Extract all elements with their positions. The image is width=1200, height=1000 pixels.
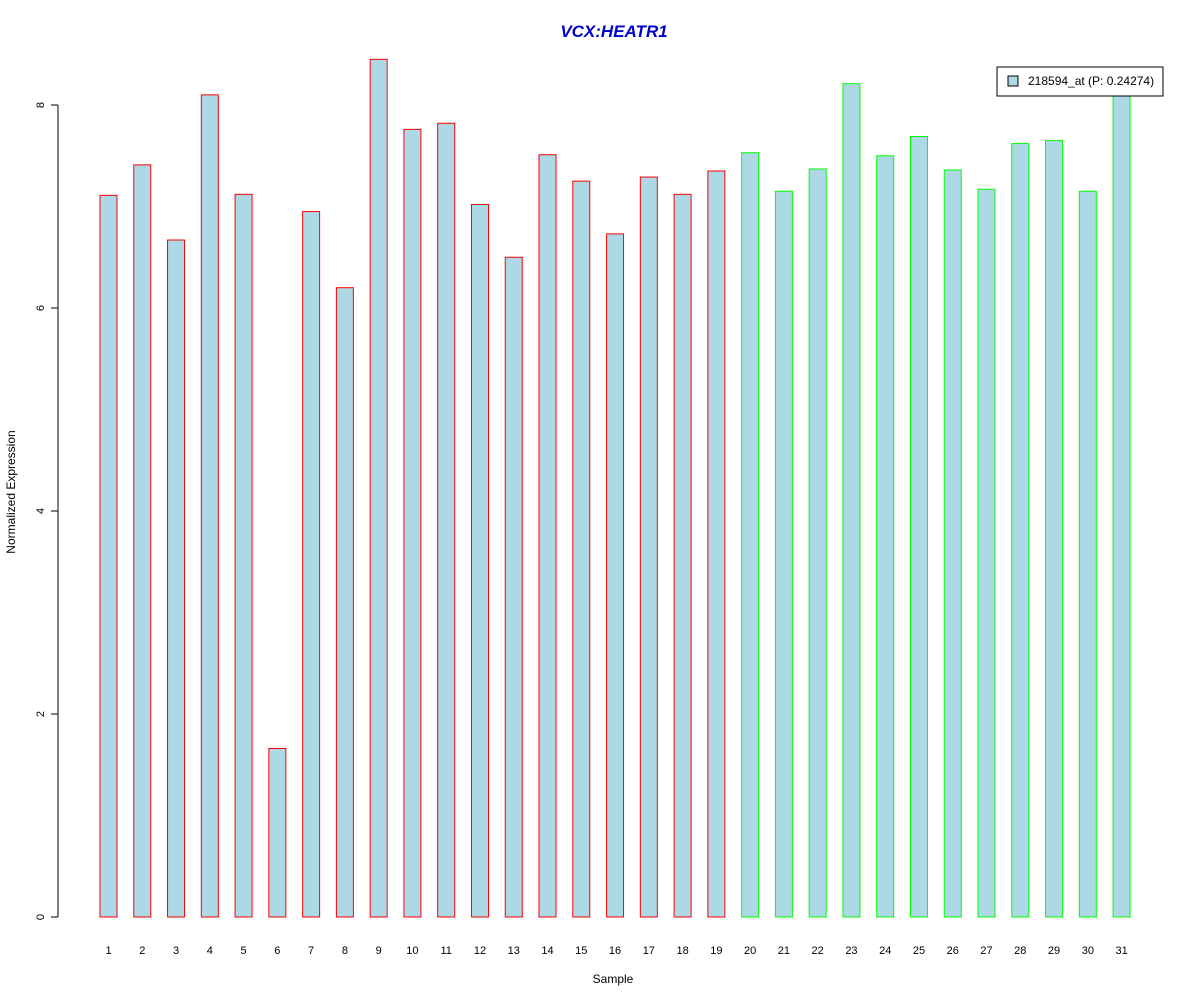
bar-sample-20 xyxy=(741,152,760,918)
x-tick-label: 3 xyxy=(173,945,179,957)
x-tick-label: 22 xyxy=(812,945,824,957)
x-tick-label: 11 xyxy=(440,945,451,957)
x-tick-label: 9 xyxy=(376,945,382,957)
legend-box xyxy=(996,66,1164,97)
x-tick-label: 8 xyxy=(342,945,348,957)
x-tick-label: 30 xyxy=(1082,945,1094,957)
bar-sample-9 xyxy=(369,58,388,918)
bar-sample-15 xyxy=(572,180,591,918)
x-axis-label: Sample xyxy=(593,972,634,986)
x-tick-label: 31 xyxy=(1115,945,1127,957)
x-tick-label: 5 xyxy=(241,945,247,957)
x-tick-label: 12 xyxy=(474,945,486,957)
bar-sample-1 xyxy=(99,194,118,918)
bar-sample-7 xyxy=(302,211,321,918)
bar-sample-23 xyxy=(842,83,861,918)
legend: 218594_at (P: 0.24274) xyxy=(996,66,1164,97)
bar-sample-28 xyxy=(1011,143,1030,918)
bar-sample-18 xyxy=(673,193,692,918)
x-tick-label: 23 xyxy=(845,945,857,957)
y-tick-label: 4 xyxy=(35,508,47,514)
bar-sample-27 xyxy=(977,188,996,918)
bars-group xyxy=(99,58,1131,918)
bar-sample-30 xyxy=(1078,190,1097,918)
bar-sample-21 xyxy=(774,190,793,918)
x-tick-label: 29 xyxy=(1048,945,1060,957)
x-tick-label: 2 xyxy=(139,945,145,957)
x-tick-label: 19 xyxy=(710,945,722,957)
bar-sample-11 xyxy=(437,122,456,918)
x-tick-label: 6 xyxy=(274,945,280,957)
bar-sample-10 xyxy=(403,128,422,918)
x-tick-label: 1 xyxy=(105,945,111,957)
x-tick-label: 24 xyxy=(879,945,891,957)
y-tick-label: 8 xyxy=(35,102,47,108)
y-axis: 0 2 4 6 8 xyxy=(35,102,59,920)
bar-sample-8 xyxy=(335,287,354,918)
x-tick-labels: 1 2 3 4 5 6 7 8 9 10 11 12 13 14 15 16 17 18 19 20 21 22 23 24 2… xyxy=(105,945,1127,957)
x-tick-label: 7 xyxy=(308,945,314,957)
y-axis-label: Normalized Expression xyxy=(4,430,18,553)
x-tick-label: 14 xyxy=(541,945,553,957)
x-tick-label: 25 xyxy=(913,945,925,957)
legend-label: 218594_at (P: 0.24274) xyxy=(1028,74,1154,88)
x-tick-label: 18 xyxy=(676,945,688,957)
x-tick-label: 16 xyxy=(609,945,621,957)
bar-sample-26 xyxy=(943,169,962,918)
bar-sample-24 xyxy=(876,155,895,918)
x-tick-label: 28 xyxy=(1014,945,1026,957)
bar-sample-31 xyxy=(1112,94,1131,918)
x-tick-label: 27 xyxy=(980,945,992,957)
x-tick-label: 15 xyxy=(575,945,587,957)
legend-swatch xyxy=(1007,75,1019,87)
x-tick-label: 17 xyxy=(643,945,655,957)
bar-sample-25 xyxy=(909,135,928,918)
chart-title: VCX:HEATR1 xyxy=(560,22,667,41)
y-tick-label: 2 xyxy=(35,711,47,717)
x-tick-label: 4 xyxy=(207,945,213,957)
x-tick-label: 26 xyxy=(947,945,959,957)
bar-sample-12 xyxy=(470,203,489,918)
bar-sample-22 xyxy=(808,168,827,918)
bar-sample-14 xyxy=(538,154,557,918)
y-tick-label: 0 xyxy=(35,914,47,920)
bar-sample-3 xyxy=(167,239,186,918)
x-tick-label: 20 xyxy=(744,945,756,957)
bar-sample-5 xyxy=(234,193,253,918)
x-tick-label: 13 xyxy=(508,945,520,957)
bar-sample-6 xyxy=(268,748,287,918)
x-tick-label: 10 xyxy=(406,945,418,957)
bar-sample-4 xyxy=(200,94,219,918)
x-tick-label: 21 xyxy=(778,945,790,957)
bar-sample-2 xyxy=(133,164,152,918)
bar-sample-29 xyxy=(1045,140,1064,918)
bar-sample-13 xyxy=(504,256,523,918)
y-tick-label: 6 xyxy=(35,305,47,311)
bar-sample-16 xyxy=(606,233,625,918)
bar-sample-17 xyxy=(639,176,658,918)
bar-sample-19 xyxy=(707,170,726,918)
